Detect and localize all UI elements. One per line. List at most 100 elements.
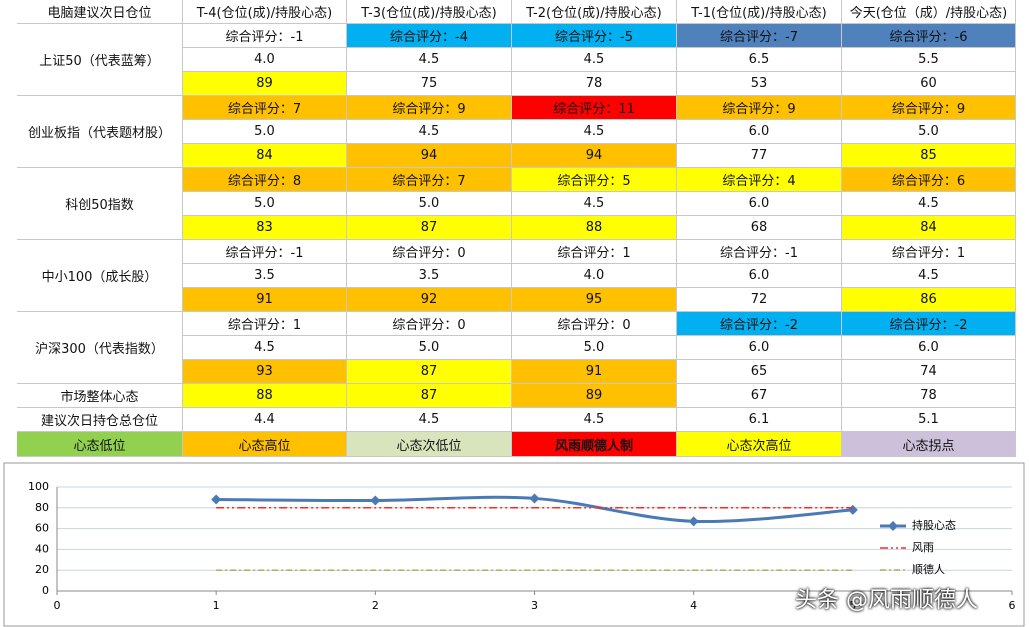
cell: 综合评分：11 bbox=[512, 96, 677, 120]
x-tick-label: 0 bbox=[54, 599, 61, 612]
row-label: 中小100（成长股） bbox=[17, 240, 183, 312]
point bbox=[211, 494, 222, 505]
cell: 75 bbox=[347, 72, 512, 96]
cell: 5.0 bbox=[183, 120, 347, 144]
cell: 94 bbox=[347, 144, 512, 168]
cell: 综合评分：1 bbox=[183, 312, 347, 336]
legend-label: 风雨 bbox=[912, 541, 934, 554]
cell: 77 bbox=[677, 144, 842, 168]
cell: 6.5 bbox=[677, 48, 842, 72]
cell: 88 bbox=[183, 384, 347, 408]
cell: 6.0 bbox=[677, 336, 842, 360]
header-cell: T-2(仓位(成)/持股心态) bbox=[512, 0, 677, 24]
cell: 68 bbox=[677, 216, 842, 240]
point bbox=[688, 516, 699, 527]
y-tick-label: 80 bbox=[35, 501, 49, 514]
legend-cell: 心态拐点 bbox=[842, 432, 1016, 457]
row-label: 科创50指数 bbox=[17, 168, 183, 240]
cell: 综合评分：5 bbox=[512, 168, 677, 192]
cell: 3.5 bbox=[183, 264, 347, 288]
cell: 5.1 bbox=[842, 408, 1016, 432]
legend-cell: 风雨顺德人制 bbox=[512, 432, 677, 457]
cell: 综合评分：-7 bbox=[677, 24, 842, 48]
cell: 6.0 bbox=[677, 264, 842, 288]
cell: 4.5 bbox=[347, 408, 512, 432]
cell: 87 bbox=[347, 216, 512, 240]
legend-cell: 心态次高位 bbox=[677, 432, 842, 457]
legend-marker bbox=[888, 521, 898, 531]
cell: 87 bbox=[347, 360, 512, 384]
legend-cell: 心态次低位 bbox=[347, 432, 512, 457]
cell: 93 bbox=[183, 360, 347, 384]
cell: 综合评分：7 bbox=[183, 96, 347, 120]
legend-label: 顺德人 bbox=[912, 562, 945, 576]
y-tick-label: 60 bbox=[35, 522, 49, 535]
legend-cell: 心态低位 bbox=[17, 432, 183, 457]
row-label: 市场整体心态 bbox=[17, 384, 183, 408]
cell: 4.5 bbox=[512, 48, 677, 72]
cell: 综合评分：-1 bbox=[183, 240, 347, 264]
cell: 88 bbox=[512, 216, 677, 240]
cell: 综合评分：7 bbox=[347, 168, 512, 192]
cell: 6.0 bbox=[677, 120, 842, 144]
cell: 74 bbox=[842, 360, 1016, 384]
cell: 综合评分：6 bbox=[842, 168, 1016, 192]
cell: 83 bbox=[183, 216, 347, 240]
cell: 4.5 bbox=[842, 192, 1016, 216]
cell: 86 bbox=[842, 288, 1016, 312]
cell: 6.1 bbox=[677, 408, 842, 432]
cell: 综合评分：1 bbox=[842, 240, 1016, 264]
y-tick-label: 0 bbox=[42, 584, 49, 597]
cell: 53 bbox=[677, 72, 842, 96]
cell: 综合评分：-1 bbox=[677, 240, 842, 264]
cell: 综合评分：0 bbox=[347, 240, 512, 264]
point bbox=[529, 493, 540, 504]
cell: 65 bbox=[677, 360, 842, 384]
x-tick-label: 6 bbox=[1009, 599, 1016, 612]
cell: 综合评分：4 bbox=[677, 168, 842, 192]
cell: 综合评分：-1 bbox=[183, 24, 347, 48]
cell: 5.0 bbox=[842, 120, 1016, 144]
cell: 4.0 bbox=[512, 264, 677, 288]
cell: 3.5 bbox=[347, 264, 512, 288]
cell: 5.0 bbox=[347, 336, 512, 360]
cell: 85 bbox=[842, 144, 1016, 168]
cell: 综合评分：1 bbox=[512, 240, 677, 264]
cell: 4.5 bbox=[347, 120, 512, 144]
header-cell: T-3(仓位(成)/持股心态) bbox=[347, 0, 512, 24]
cell: 89 bbox=[183, 72, 347, 96]
legend-label: 持股心态 bbox=[912, 518, 956, 532]
cell: 60 bbox=[842, 72, 1016, 96]
y-tick-label: 40 bbox=[35, 542, 49, 555]
cell: 综合评分：8 bbox=[183, 168, 347, 192]
cell: 综合评分：9 bbox=[677, 96, 842, 120]
x-tick-label: 4 bbox=[690, 599, 697, 612]
cell: 5.5 bbox=[842, 48, 1016, 72]
cell: 5.0 bbox=[347, 192, 512, 216]
cell: 5.0 bbox=[512, 336, 677, 360]
cell: 91 bbox=[512, 360, 677, 384]
x-tick-label: 3 bbox=[531, 599, 538, 612]
cell: 综合评分：0 bbox=[347, 312, 512, 336]
cell: 4.5 bbox=[512, 192, 677, 216]
cell: 4.0 bbox=[183, 48, 347, 72]
cell: 综合评分：-5 bbox=[512, 24, 677, 48]
cell: 6.0 bbox=[842, 336, 1016, 360]
cell: 6.0 bbox=[677, 192, 842, 216]
cell: 78 bbox=[512, 72, 677, 96]
cell: 78 bbox=[842, 384, 1016, 408]
header-cell: T-4(仓位(成)/持股心态) bbox=[183, 0, 347, 24]
cell: 综合评分：9 bbox=[347, 96, 512, 120]
x-tick-label: 5 bbox=[849, 599, 856, 612]
cell: 94 bbox=[512, 144, 677, 168]
header-cell: 电脑建议次日仓位 bbox=[17, 0, 183, 24]
cell: 4.5 bbox=[842, 264, 1016, 288]
x-tick-label: 2 bbox=[372, 599, 379, 612]
cell: 67 bbox=[677, 384, 842, 408]
cell: 综合评分：-2 bbox=[842, 312, 1016, 336]
cell: 95 bbox=[512, 288, 677, 312]
cell: 4.5 bbox=[512, 120, 677, 144]
cell: 综合评分：9 bbox=[842, 96, 1016, 120]
